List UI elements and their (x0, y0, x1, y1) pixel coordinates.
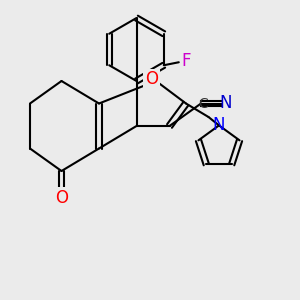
Text: F: F (182, 52, 191, 70)
Text: C: C (198, 97, 208, 110)
Text: N: N (220, 94, 232, 112)
Text: O: O (55, 189, 68, 207)
Text: O: O (145, 70, 158, 88)
Text: N: N (213, 116, 225, 134)
